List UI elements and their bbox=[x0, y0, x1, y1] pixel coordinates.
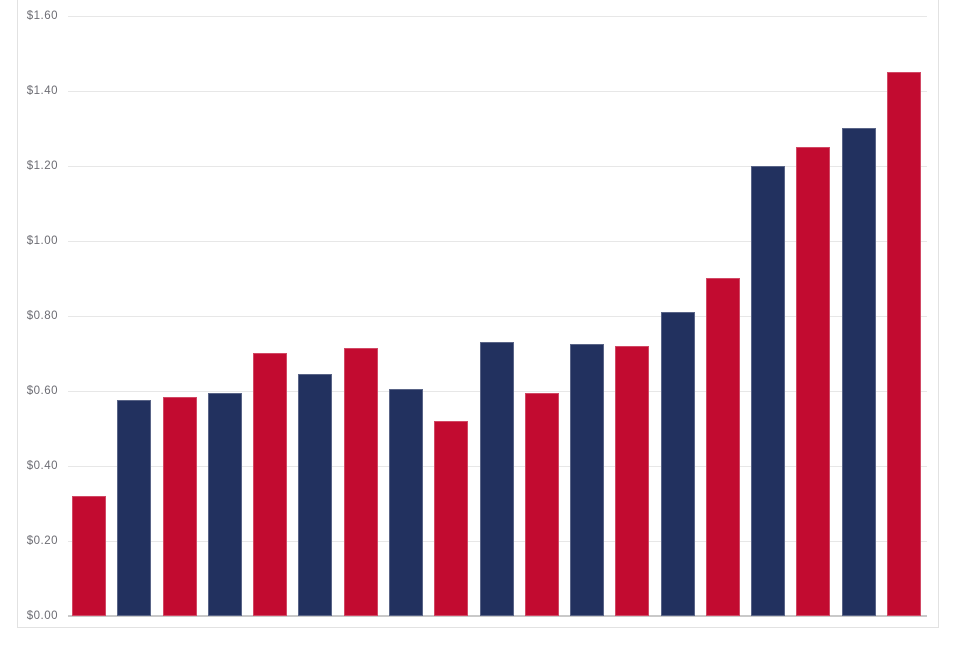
gridline bbox=[68, 316, 927, 317]
chart-bar-red bbox=[253, 353, 287, 616]
y-tick-label: $1.20 bbox=[26, 160, 58, 172]
chart-bar-navy bbox=[751, 166, 785, 616]
y-tick-label: $0.60 bbox=[26, 385, 58, 397]
y-tick-label: $1.00 bbox=[26, 235, 58, 247]
chart-bar-navy bbox=[389, 389, 423, 616]
chart-bar-red bbox=[887, 72, 921, 616]
chart-bar-red bbox=[72, 496, 106, 616]
y-tick-label: $0.00 bbox=[26, 610, 58, 622]
x-axis-baseline bbox=[68, 615, 927, 617]
y-tick-label: $1.40 bbox=[26, 85, 58, 97]
chart-bar-red bbox=[163, 397, 197, 616]
chart-bar-red bbox=[615, 346, 649, 616]
chart-bar-navy bbox=[208, 393, 242, 616]
chart-bar-navy bbox=[661, 312, 695, 616]
chart-bar-navy bbox=[842, 128, 876, 616]
chart-bar-navy bbox=[298, 374, 332, 616]
y-tick-label: $1.60 bbox=[26, 10, 58, 22]
gridline bbox=[68, 241, 927, 242]
gridline bbox=[68, 91, 927, 92]
chart-bar-red bbox=[344, 348, 378, 616]
gridline bbox=[68, 166, 927, 167]
chart-bar-red bbox=[525, 393, 559, 616]
y-tick-label: $0.20 bbox=[26, 535, 58, 547]
gridline bbox=[68, 16, 927, 17]
chart-bar-red bbox=[796, 147, 830, 616]
chart-bar-navy bbox=[570, 344, 604, 616]
chart-bar-navy bbox=[117, 400, 151, 616]
y-tick-label: $0.40 bbox=[26, 460, 58, 472]
chart-bar-red bbox=[706, 278, 740, 616]
chart-bar-red bbox=[434, 421, 468, 616]
y-tick-label: $0.80 bbox=[26, 310, 58, 322]
chart-bar-navy bbox=[480, 342, 514, 616]
